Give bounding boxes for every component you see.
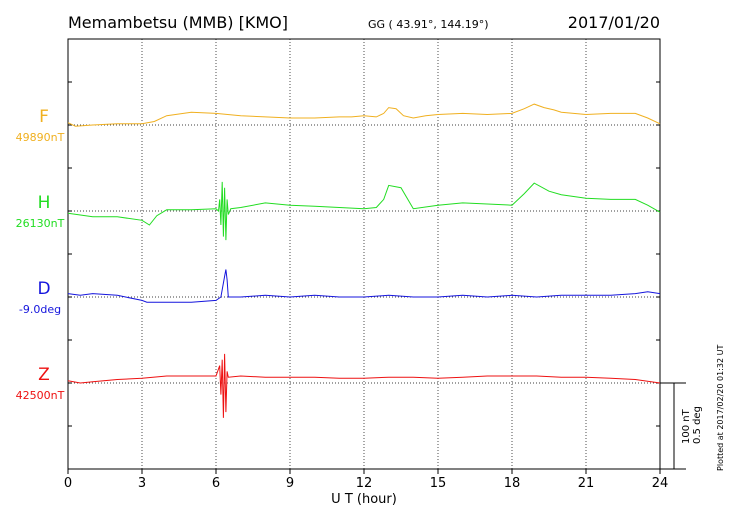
series-name-h: H [38, 193, 51, 213]
coords-label: GG ( 43.91°, 144.19°) [368, 18, 489, 31]
series-line-z [67, 353, 661, 418]
x-ticks: 0 3 6 9 12 15 18 21 24 [64, 81, 669, 491]
series-baseline-d: -9.0deg [19, 303, 61, 316]
x-axis-label: U T (hour) [331, 492, 397, 507]
x-tick-label: 24 [652, 476, 669, 491]
series-line-f [67, 103, 661, 127]
x-tick-label: 9 [286, 476, 294, 491]
series-baseline-h: 26130nT [16, 217, 65, 230]
station-title: Memambetsu (MMB) [KMO] [68, 13, 288, 32]
x-tick-label: 6 [212, 476, 220, 491]
series-name-d: D [37, 279, 50, 299]
series-line-h [67, 181, 661, 241]
series-baseline-z: 42500nT [16, 389, 65, 402]
x-tick-label: 3 [138, 476, 146, 491]
x-tick-label: 21 [578, 476, 595, 491]
plotted-at-label: Plotted at 2017/02/20 01:32 UT [716, 345, 725, 471]
x-tick-label: 18 [504, 476, 521, 491]
series-line-d [67, 269, 661, 303]
grid [141, 39, 587, 469]
scale-deg-label: 0.5 deg [692, 406, 703, 444]
x-tick-label: 12 [356, 476, 373, 491]
series-name-z: Z [38, 365, 50, 385]
scale-nt-label: 100 nT [681, 408, 692, 444]
series-group [67, 103, 661, 418]
date-label: 2017/01/20 [568, 13, 660, 32]
plot-frame [67, 38, 661, 470]
series-labels: F 49890nT H 26130nT D -9.0deg Z 42500nT [16, 107, 65, 402]
x-tick-label: 15 [430, 476, 447, 491]
x-tick-label: 0 [64, 476, 72, 491]
series-name-f: F [39, 107, 49, 127]
series-baseline-f: 49890nT [16, 131, 65, 144]
